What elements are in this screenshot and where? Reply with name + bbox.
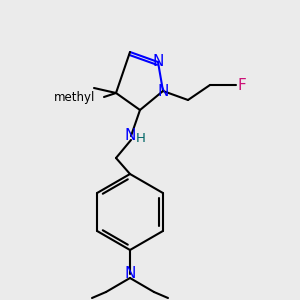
Text: methyl: methyl [54, 91, 95, 103]
Text: H: H [136, 133, 146, 146]
Text: N: N [152, 55, 164, 70]
Text: F: F [238, 77, 246, 92]
Text: N: N [157, 83, 169, 98]
Text: N: N [124, 266, 136, 281]
Text: N: N [124, 128, 136, 143]
